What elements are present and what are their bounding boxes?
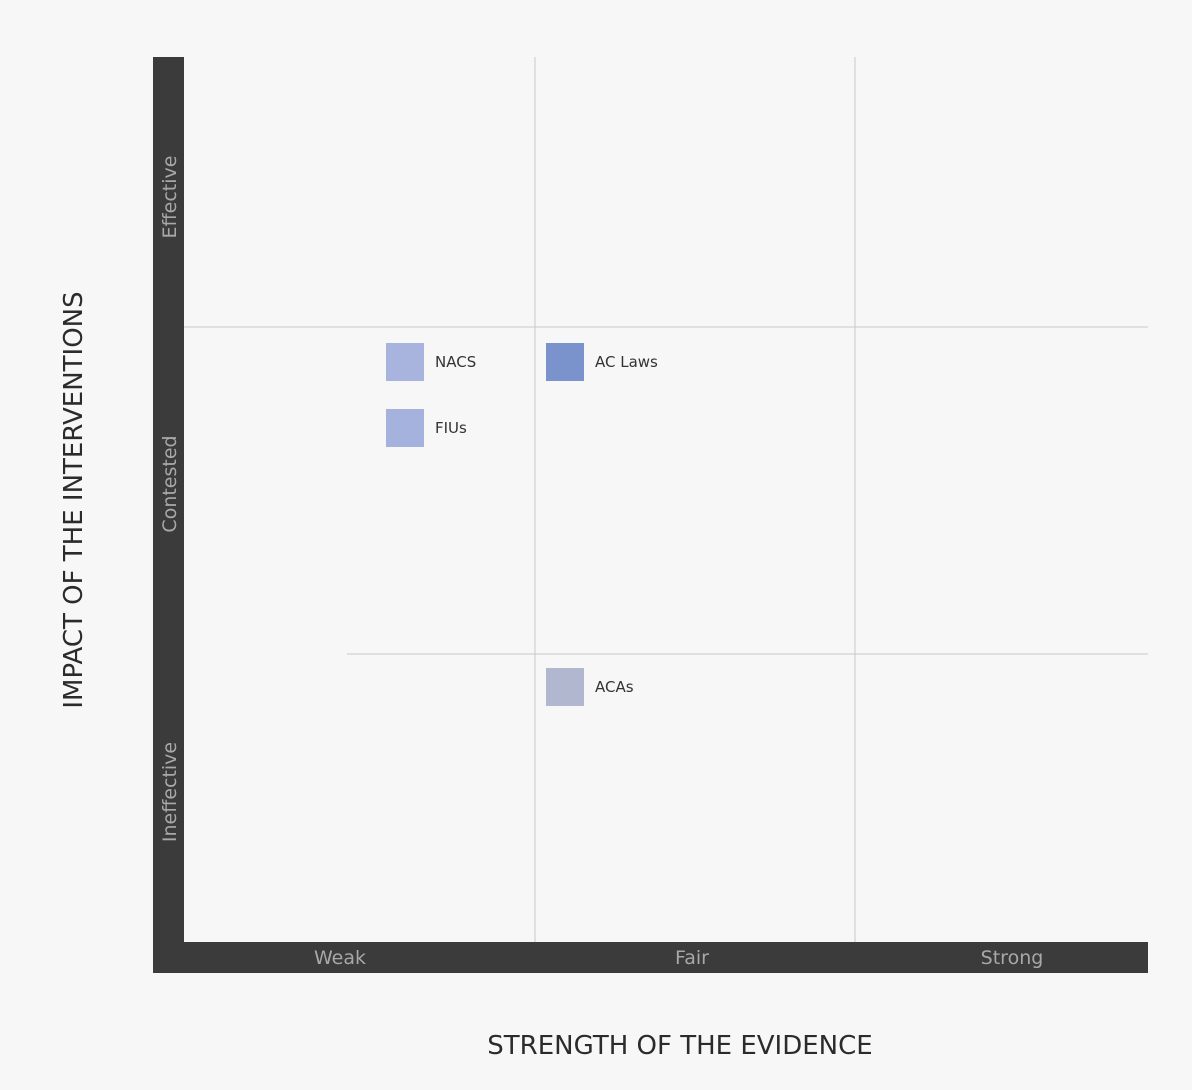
y-axis-title: IMPACT OF THE INTERVENTIONS [59,291,89,708]
x-tick-label-weak: Weak [314,947,366,969]
marker-label-fius: FIUs [435,419,467,437]
marker-label-nacs: NACS [435,353,476,371]
marker-label-acas: ACAs [595,678,634,696]
x-tick-label-fair: Fair [675,947,709,969]
y-tick-label-effective: Effective [159,156,181,239]
marker-ac-laws [546,343,584,381]
x-axis-bar [153,942,1148,973]
marker-fius [386,409,424,447]
y-tick-label-ineffective: Ineffective [159,742,181,842]
x-tick-label-strong: Strong [981,947,1044,969]
marker-nacs [386,343,424,381]
data-points: NACS FIUs AC Laws ACAs [386,343,658,706]
y-axis-bar [153,57,184,973]
marker-label-ac-laws: AC Laws [595,353,658,371]
marker-acas [546,668,584,706]
x-axis-title: STRENGTH OF THE EVIDENCE [487,1031,872,1061]
y-tick-label-contested: Contested [159,435,181,532]
